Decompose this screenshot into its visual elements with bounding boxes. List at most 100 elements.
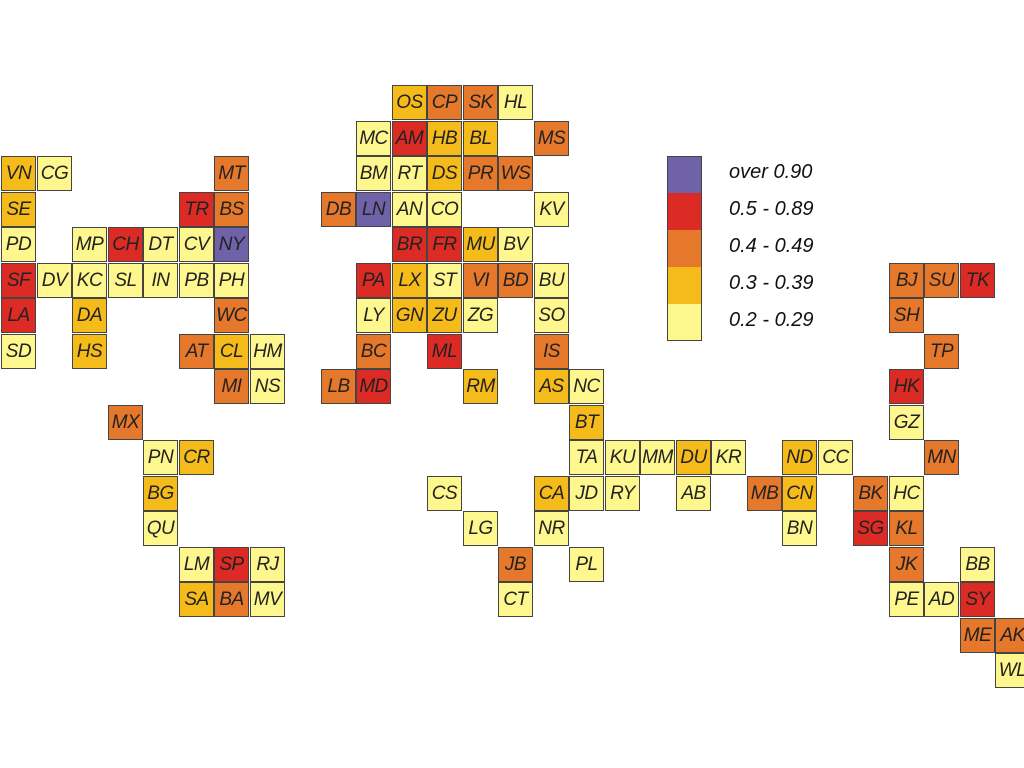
city-cell-su: SU bbox=[924, 263, 959, 298]
city-cell-mu: MU bbox=[463, 227, 498, 262]
city-cell-os: OS bbox=[392, 85, 427, 120]
city-cell-tk: TK bbox=[960, 263, 995, 298]
city-cell-sp: SP bbox=[214, 547, 249, 582]
city-cell-rm: RM bbox=[463, 369, 498, 404]
city-cell-pe: PE bbox=[889, 582, 924, 617]
legend-swatch bbox=[667, 230, 702, 267]
city-cell-sa: SA bbox=[179, 582, 214, 617]
city-cell-bn: BN bbox=[782, 511, 817, 546]
city-cell-db: DB bbox=[321, 192, 356, 227]
city-cell-gz: GZ bbox=[889, 405, 924, 440]
city-cell-cs: CS bbox=[427, 476, 462, 511]
city-cell-ct: CT bbox=[498, 582, 533, 617]
city-cell-la: LA bbox=[1, 298, 36, 333]
city-cell-jk: JK bbox=[889, 547, 924, 582]
city-cell-ku: KU bbox=[605, 440, 640, 475]
city-cell-cv: CV bbox=[179, 227, 214, 262]
city-cell-tp: TP bbox=[924, 334, 959, 369]
city-cell-ta: TA bbox=[569, 440, 604, 475]
city-cell-pb: PB bbox=[179, 263, 214, 298]
city-cell-tr: TR bbox=[179, 192, 214, 227]
city-cell-kl: KL bbox=[889, 511, 924, 546]
city-cell-lg: LG bbox=[463, 511, 498, 546]
city-cell-bv: BV bbox=[498, 227, 533, 262]
city-cell-ca: CA bbox=[534, 476, 569, 511]
city-cell-rt: RT bbox=[392, 156, 427, 191]
city-cell-sh: SH bbox=[889, 298, 924, 333]
city-cell-is: IS bbox=[534, 334, 569, 369]
city-cell-ns: NS bbox=[250, 369, 285, 404]
city-cell-br: BR bbox=[392, 227, 427, 262]
city-cell-fr: FR bbox=[427, 227, 462, 262]
legend-item: 0.5 - 0.89 bbox=[667, 193, 867, 230]
city-cell-se: SE bbox=[1, 192, 36, 227]
legend-swatch bbox=[667, 267, 702, 304]
city-cell-kv: KV bbox=[534, 192, 569, 227]
city-cell-sf: SF bbox=[1, 263, 36, 298]
city-cell-kc: KC bbox=[72, 263, 107, 298]
city-cell-mb: MB bbox=[747, 476, 782, 511]
legend-label: 0.3 - 0.39 bbox=[729, 272, 814, 294]
city-cell-hb: HB bbox=[427, 121, 462, 156]
legend-item: 0.2 - 0.29 bbox=[667, 304, 867, 341]
city-cell-cr: CR bbox=[179, 440, 214, 475]
city-cell-cc: CC bbox=[818, 440, 853, 475]
city-cell-an: AN bbox=[392, 192, 427, 227]
city-cell-sg: SG bbox=[853, 511, 888, 546]
city-cell-dt: DT bbox=[143, 227, 178, 262]
city-cell-cl: CL bbox=[214, 334, 249, 369]
city-cell-mi: MI bbox=[214, 369, 249, 404]
city-cell-at: AT bbox=[179, 334, 214, 369]
city-cell-ln: LN bbox=[356, 192, 391, 227]
city-cell-vi: VI bbox=[463, 263, 498, 298]
city-cell-bt: BT bbox=[569, 405, 604, 440]
city-cell-sy: SY bbox=[960, 582, 995, 617]
city-cell-ds: DS bbox=[427, 156, 462, 191]
city-cell-ry: RY bbox=[605, 476, 640, 511]
city-cell-hl: HL bbox=[498, 85, 533, 120]
city-cell-am: AM bbox=[392, 121, 427, 156]
city-cell-ms: MS bbox=[534, 121, 569, 156]
city-cell-bs: BS bbox=[214, 192, 249, 227]
city-cell-mt: MT bbox=[214, 156, 249, 191]
city-cell-co: CO bbox=[427, 192, 462, 227]
city-cell-hm: HM bbox=[250, 334, 285, 369]
city-cell-lm: LM bbox=[179, 547, 214, 582]
city-cell-bu: BU bbox=[534, 263, 569, 298]
city-cell-wl: WL bbox=[995, 653, 1024, 688]
legend-swatch bbox=[667, 193, 702, 230]
legend-label: 0.4 - 0.49 bbox=[729, 235, 814, 257]
city-cell-ad: AD bbox=[924, 582, 959, 617]
city-cell-rj: RJ bbox=[250, 547, 285, 582]
city-cell-kr: KR bbox=[711, 440, 746, 475]
city-cell-zg: ZG bbox=[463, 298, 498, 333]
legend-swatch bbox=[667, 156, 702, 193]
city-cell-bk: BK bbox=[853, 476, 888, 511]
city-cell-hc: HC bbox=[889, 476, 924, 511]
city-cell-wc: WC bbox=[214, 298, 249, 333]
city-cell-pr: PR bbox=[463, 156, 498, 191]
city-cell-ba: BA bbox=[214, 582, 249, 617]
legend-swatch bbox=[667, 304, 702, 341]
city-cell-zu: ZU bbox=[427, 298, 462, 333]
city-cell-mp: MP bbox=[72, 227, 107, 262]
city-cell-sl: SL bbox=[108, 263, 143, 298]
city-cell-mv: MV bbox=[250, 582, 285, 617]
city-cell-mm: MM bbox=[640, 440, 675, 475]
city-cell-jb: JB bbox=[498, 547, 533, 582]
city-cell-gn: GN bbox=[392, 298, 427, 333]
city-cell-hk: HK bbox=[889, 369, 924, 404]
city-cell-lb: LB bbox=[321, 369, 356, 404]
city-cell-as: AS bbox=[534, 369, 569, 404]
city-cell-da: DA bbox=[72, 298, 107, 333]
city-cell-cn: CN bbox=[782, 476, 817, 511]
city-cell-nr: NR bbox=[534, 511, 569, 546]
city-cell-pl: PL bbox=[569, 547, 604, 582]
city-cell-me: ME bbox=[960, 618, 995, 653]
city-cell-mn: MN bbox=[924, 440, 959, 475]
city-cell-bd: BD bbox=[498, 263, 533, 298]
city-cell-bl: BL bbox=[463, 121, 498, 156]
city-cell-ml: ML bbox=[427, 334, 462, 369]
city-cell-sd: SD bbox=[1, 334, 36, 369]
